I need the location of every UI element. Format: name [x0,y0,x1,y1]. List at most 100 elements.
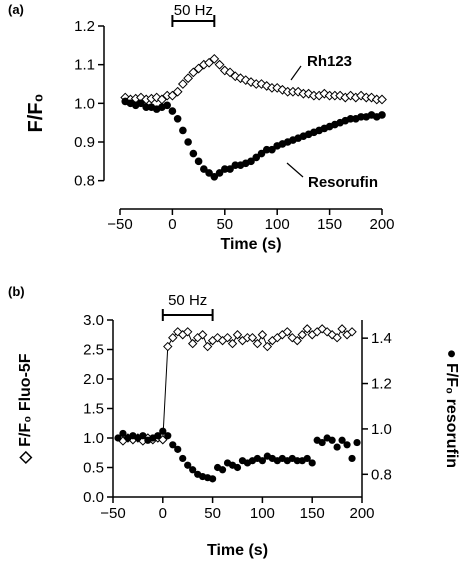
resorufin-point [179,454,187,463]
resorufin-point [209,475,217,483]
resorufin-point [343,441,351,449]
resorufin-point [308,459,316,467]
x-tick-label: 100 [265,216,290,233]
left-y-tick-label: 1.5 [83,401,104,418]
x-tick-label: 200 [349,505,374,522]
resorufin-point [114,434,122,442]
rh123-leader-line [290,65,302,81]
fluo5f-point [302,324,312,334]
resorufin-point [233,463,242,472]
fluo5f-point [197,330,208,340]
fluo5f-point [247,332,258,343]
x-tick-label: 200 [369,216,394,233]
y-tick-label: 1.2 [74,18,95,35]
resorufin-point [268,145,276,154]
resorufin-point [231,161,240,169]
resorufin-point [189,466,197,474]
fluo5f-point [187,338,198,349]
fluo5f-point [227,338,238,349]
x-axis-title: Time (s) [220,236,281,253]
fluo5f-point [232,330,243,340]
resorufin-point [154,432,162,440]
x-tick-label: 50 [216,216,233,233]
panel-a-label: (a) [8,2,24,17]
rh123-annotation: Rh123 [307,53,352,70]
rh123-point [240,75,251,86]
fluo5f-point [347,327,357,337]
resorufin-point [221,165,229,173]
resorufin-point [174,445,182,453]
resorufin-leader-line [286,162,304,178]
resorufin-point [119,429,127,438]
resorufin-point [328,436,336,444]
left-y-tick-label: 2.5 [83,342,104,359]
resorufin-point [139,432,147,440]
x-tick-label: −50 [100,505,125,522]
x-tick-label: 50 [204,505,221,522]
fluo5f-point [168,332,178,343]
resorufin-point [348,454,356,463]
stimulus-label: 50 Hz [174,2,213,19]
resorufin-point [262,145,271,154]
resorufin-point [303,454,311,463]
resorufin-point [205,169,213,177]
resorufin-point [333,443,341,451]
x-tick-label: 100 [250,505,275,522]
fluo5f-point [297,330,307,340]
resorufin-point [226,165,234,173]
left-y-tick-label: 0.0 [83,489,104,506]
y-tick-label: 0.9 [74,134,95,151]
right-y-tick-label: 1.4 [371,330,392,347]
panel-b-label: (b) [8,284,25,299]
resorufin-point [210,173,219,181]
left-y-tick-label: 3.0 [83,312,104,329]
resorufin-point [258,457,266,465]
fluo5f-point [337,324,347,334]
resorufin-point [137,99,145,108]
resorufin-annotation: Resorufin [308,174,378,191]
fluo5f-line [122,327,353,442]
rh123-point [335,90,345,101]
right-y-tick-label: 1.2 [371,376,392,393]
x-tick-label: 150 [300,505,325,522]
resorufin-point [194,157,203,166]
x-axis-title: Time (s) [207,542,268,559]
resorufin-point [184,461,192,469]
rh123-point [377,94,387,105]
fluo5f-point [282,327,293,337]
rh123-point [214,59,225,70]
resorufin-point [184,138,192,146]
rh123-point [246,77,256,87]
fluo5f-point [262,341,273,352]
resorufin-point [173,115,182,123]
y-tick-label: 1.1 [74,57,95,74]
resorufin-point [200,165,208,173]
resorufin-point [247,157,255,166]
resorufin-point [293,457,301,465]
resorufin-point [169,441,177,449]
x-tick-label: 0 [168,216,176,233]
rh123-point [172,86,183,97]
fluo5f-point [202,341,213,352]
resorufin-point [357,113,365,121]
resorufin-point [378,111,386,119]
panel-b: (b) 0.0 0.5 1.0 1.5 2.0 2.5 3.0 0.8 1.0 1.2 1.4 −50… [8,284,460,559]
panel-a: (a) Rh123 Resorufin 0.8 0.9 1.0 1.1 1.2 −50 0 5… [8,2,395,253]
left-y-tick-label: 0.5 [83,460,104,477]
left-y-tick-label: 1.0 [83,430,104,447]
resorufin-point [142,103,150,111]
y-tick-label: 0.8 [74,173,95,190]
resorufin-point [168,107,177,115]
rh123-point [230,71,241,82]
x-tick-label: 0 [159,505,167,522]
rh123-point [183,73,194,84]
resorufin-point [338,436,346,444]
fluo5f-point [222,332,233,343]
resorufin-point [346,115,355,123]
resorufin-point [159,427,167,435]
x-tick-label: 150 [317,216,342,233]
y-tick-label: 1.0 [74,95,95,112]
rh123-point [319,88,330,99]
resorufin-point [218,466,227,474]
